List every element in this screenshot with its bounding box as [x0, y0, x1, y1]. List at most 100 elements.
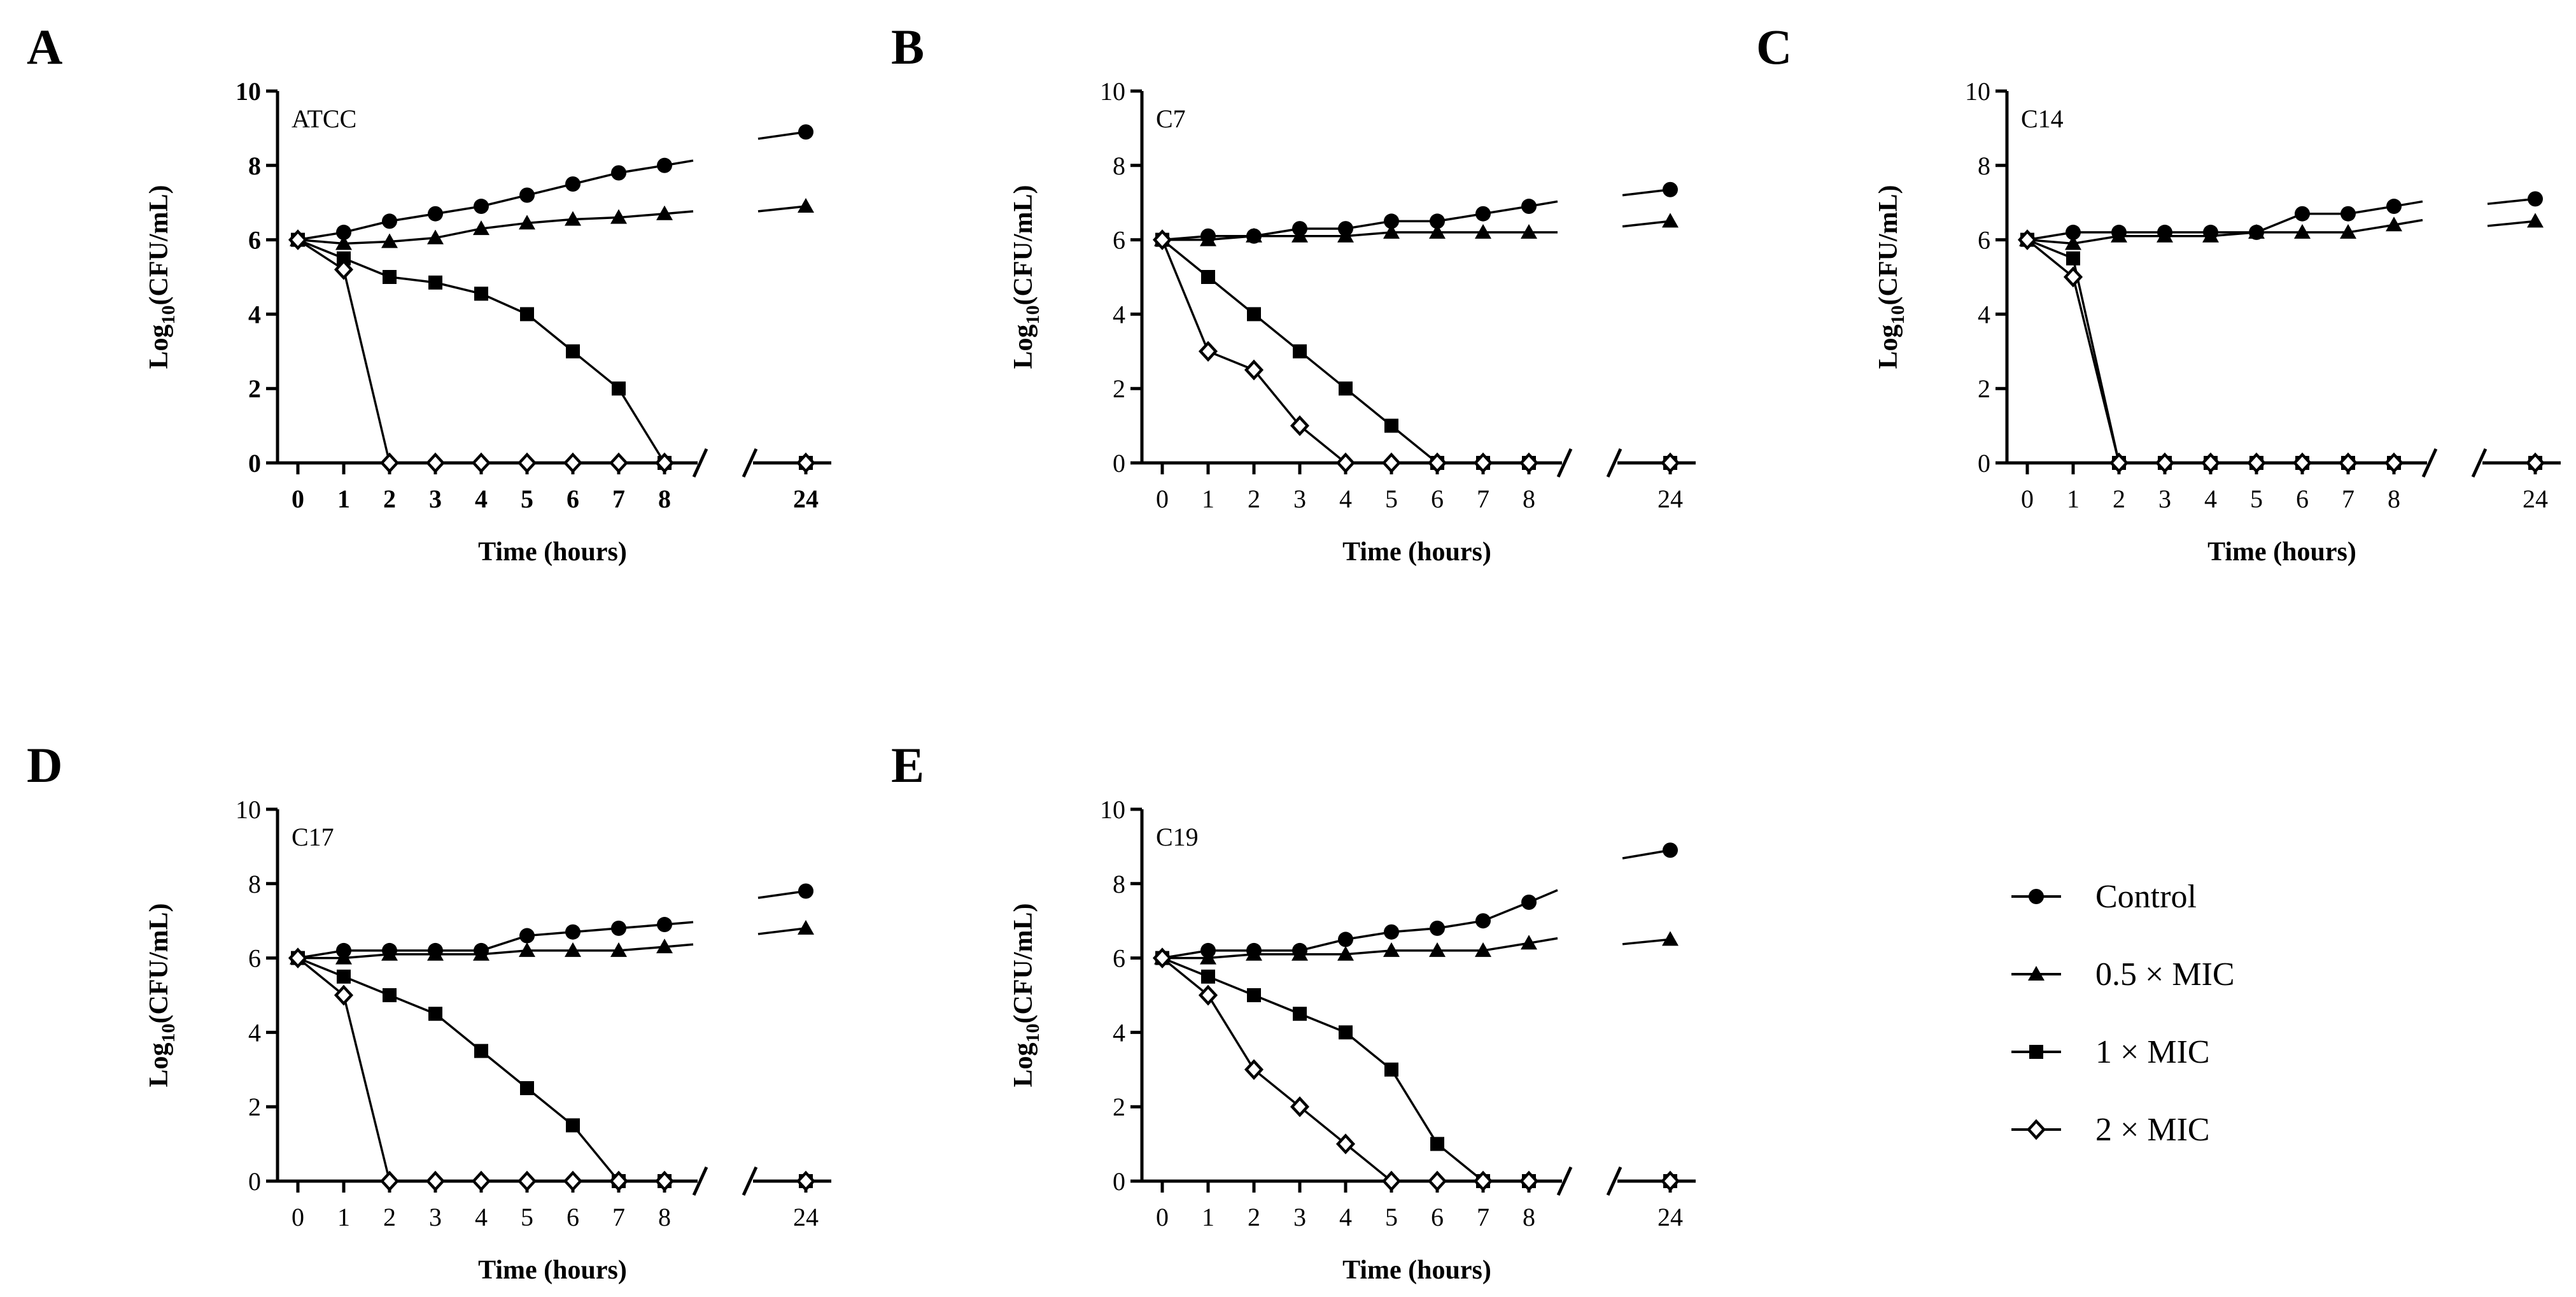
data-point-circle [382, 213, 397, 229]
legend-label: 1 × MIC [2095, 1034, 2210, 1070]
y-tick-label: 6 [1978, 226, 1990, 255]
y-tick-label: 2 [248, 374, 261, 403]
x-tick-label: 4 [475, 485, 488, 513]
y-tick-label: 10 [236, 795, 261, 824]
y-tick-label: 6 [248, 944, 261, 973]
series-line [297, 238, 693, 464]
data-point-circle [2340, 206, 2356, 222]
data-point-square [520, 1081, 534, 1095]
data-point-circle [565, 176, 581, 192]
x-tick-label: 3 [1293, 485, 1306, 513]
data-point-diamond-open [796, 452, 816, 474]
data-point-diamond-open [1473, 452, 1493, 474]
axis-break-mark [742, 1166, 758, 1196]
data-point-circle [798, 883, 813, 899]
data-point-diamond-open [1519, 1170, 1539, 1192]
data-point-diamond-open [334, 984, 354, 1006]
x-tick-label: 0 [292, 485, 304, 513]
data-point-triangle [798, 919, 814, 935]
data-point-circle [336, 224, 351, 240]
series-line [2027, 218, 2423, 245]
y-tick-label: 8 [1978, 152, 1990, 180]
x-tick-label: 3 [429, 485, 442, 513]
data-point-circle [611, 920, 626, 936]
data-point-square [2066, 251, 2080, 266]
data-point-diamond-open [2246, 452, 2267, 474]
data-point-triangle [1337, 227, 1354, 243]
y-tick-label: 4 [1978, 300, 1990, 329]
x-tick-label: 5 [2250, 485, 2263, 513]
series-line [297, 957, 693, 1182]
series-triangle [1154, 213, 1679, 246]
data-point-diamond-open [1152, 229, 1172, 250]
data-point-circle [2386, 199, 2402, 215]
strain-label: C14 [2021, 104, 2064, 133]
data-point-square [337, 969, 351, 984]
x-tick-label: 6 [567, 485, 579, 513]
series-line-segment-24h [757, 131, 806, 140]
series-line [1162, 889, 1558, 960]
x-tick-label: 5 [1385, 1203, 1398, 1231]
data-point-square [1201, 969, 1215, 984]
data-point-circle [657, 157, 672, 173]
data-point-triangle [798, 198, 814, 213]
data-point-circle [611, 165, 626, 181]
data-point-diamond-open [609, 1170, 629, 1192]
axis-break-mark [1556, 1166, 1573, 1196]
data-point-diamond-open [2063, 266, 2083, 288]
y-tick-label: 6 [1113, 226, 1125, 255]
x-tick-label: 7 [1477, 1203, 1489, 1231]
x-tick-label: 8 [1523, 485, 1535, 513]
data-point-triangle [2157, 227, 2173, 243]
legend-marker-square [2029, 1045, 2043, 1059]
data-point-diamond-open [1427, 1170, 1447, 1192]
x-tick-label: 0 [2021, 485, 2034, 513]
data-point-diamond-open [1244, 359, 1264, 381]
data-point-square [1339, 381, 1353, 396]
x-tick-label: 8 [2388, 485, 2400, 513]
strain-label: ATCC [292, 104, 356, 133]
data-point-circle [2295, 206, 2310, 222]
y-tick-label: 0 [1113, 1167, 1125, 1196]
data-point-diamond-open [609, 452, 629, 474]
data-point-circle [428, 206, 443, 222]
data-point-triangle [1429, 942, 1446, 957]
data-point-triangle [2111, 227, 2127, 243]
x-tick-label: 3 [2158, 485, 2171, 513]
series-square [1155, 951, 1677, 1188]
series-square [1155, 232, 1677, 470]
legend: Control 0.5 × MIC 1 × MIC 2 × MIC [2011, 879, 2235, 1148]
y-tick-label: 8 [248, 870, 261, 898]
data-point-diamond-open [1335, 452, 1356, 474]
x-tick-label: 0 [1156, 1203, 1169, 1231]
data-point-triangle [473, 220, 489, 236]
legend-entry: 2 × MIC [2011, 1112, 2210, 1148]
y-axis-label: Log10(CFU/mL) [1874, 185, 1908, 369]
axis-break-mark [742, 448, 758, 478]
data-point-square [612, 381, 626, 396]
data-point-triangle [2202, 227, 2219, 243]
x-axis-label: Time (hours) [478, 1256, 627, 1285]
x-tick-label: 1 [2067, 485, 2080, 513]
y-tick-label: 10 [1100, 795, 1125, 824]
data-point-circle [1384, 924, 1399, 940]
data-point-circle [1663, 181, 1678, 197]
x-tick-label: 7 [612, 485, 625, 513]
data-point-circle [1475, 206, 1491, 222]
series-triangle [290, 919, 814, 965]
x-tick-label: 8 [1523, 1203, 1535, 1231]
data-point-triangle [2527, 213, 2544, 228]
x-tick-label: 4 [475, 1203, 488, 1231]
data-point-triangle [381, 946, 398, 961]
series-line [2027, 200, 2423, 241]
data-point-triangle [381, 233, 398, 248]
x-tick-label: 24 [1658, 485, 1683, 513]
x-tick-label: 2 [383, 485, 396, 513]
data-point-square [520, 307, 534, 322]
series-diamond-open [288, 947, 816, 1192]
legend-marker-triangle [2028, 966, 2045, 981]
data-point-diamond-open [2200, 452, 2221, 474]
